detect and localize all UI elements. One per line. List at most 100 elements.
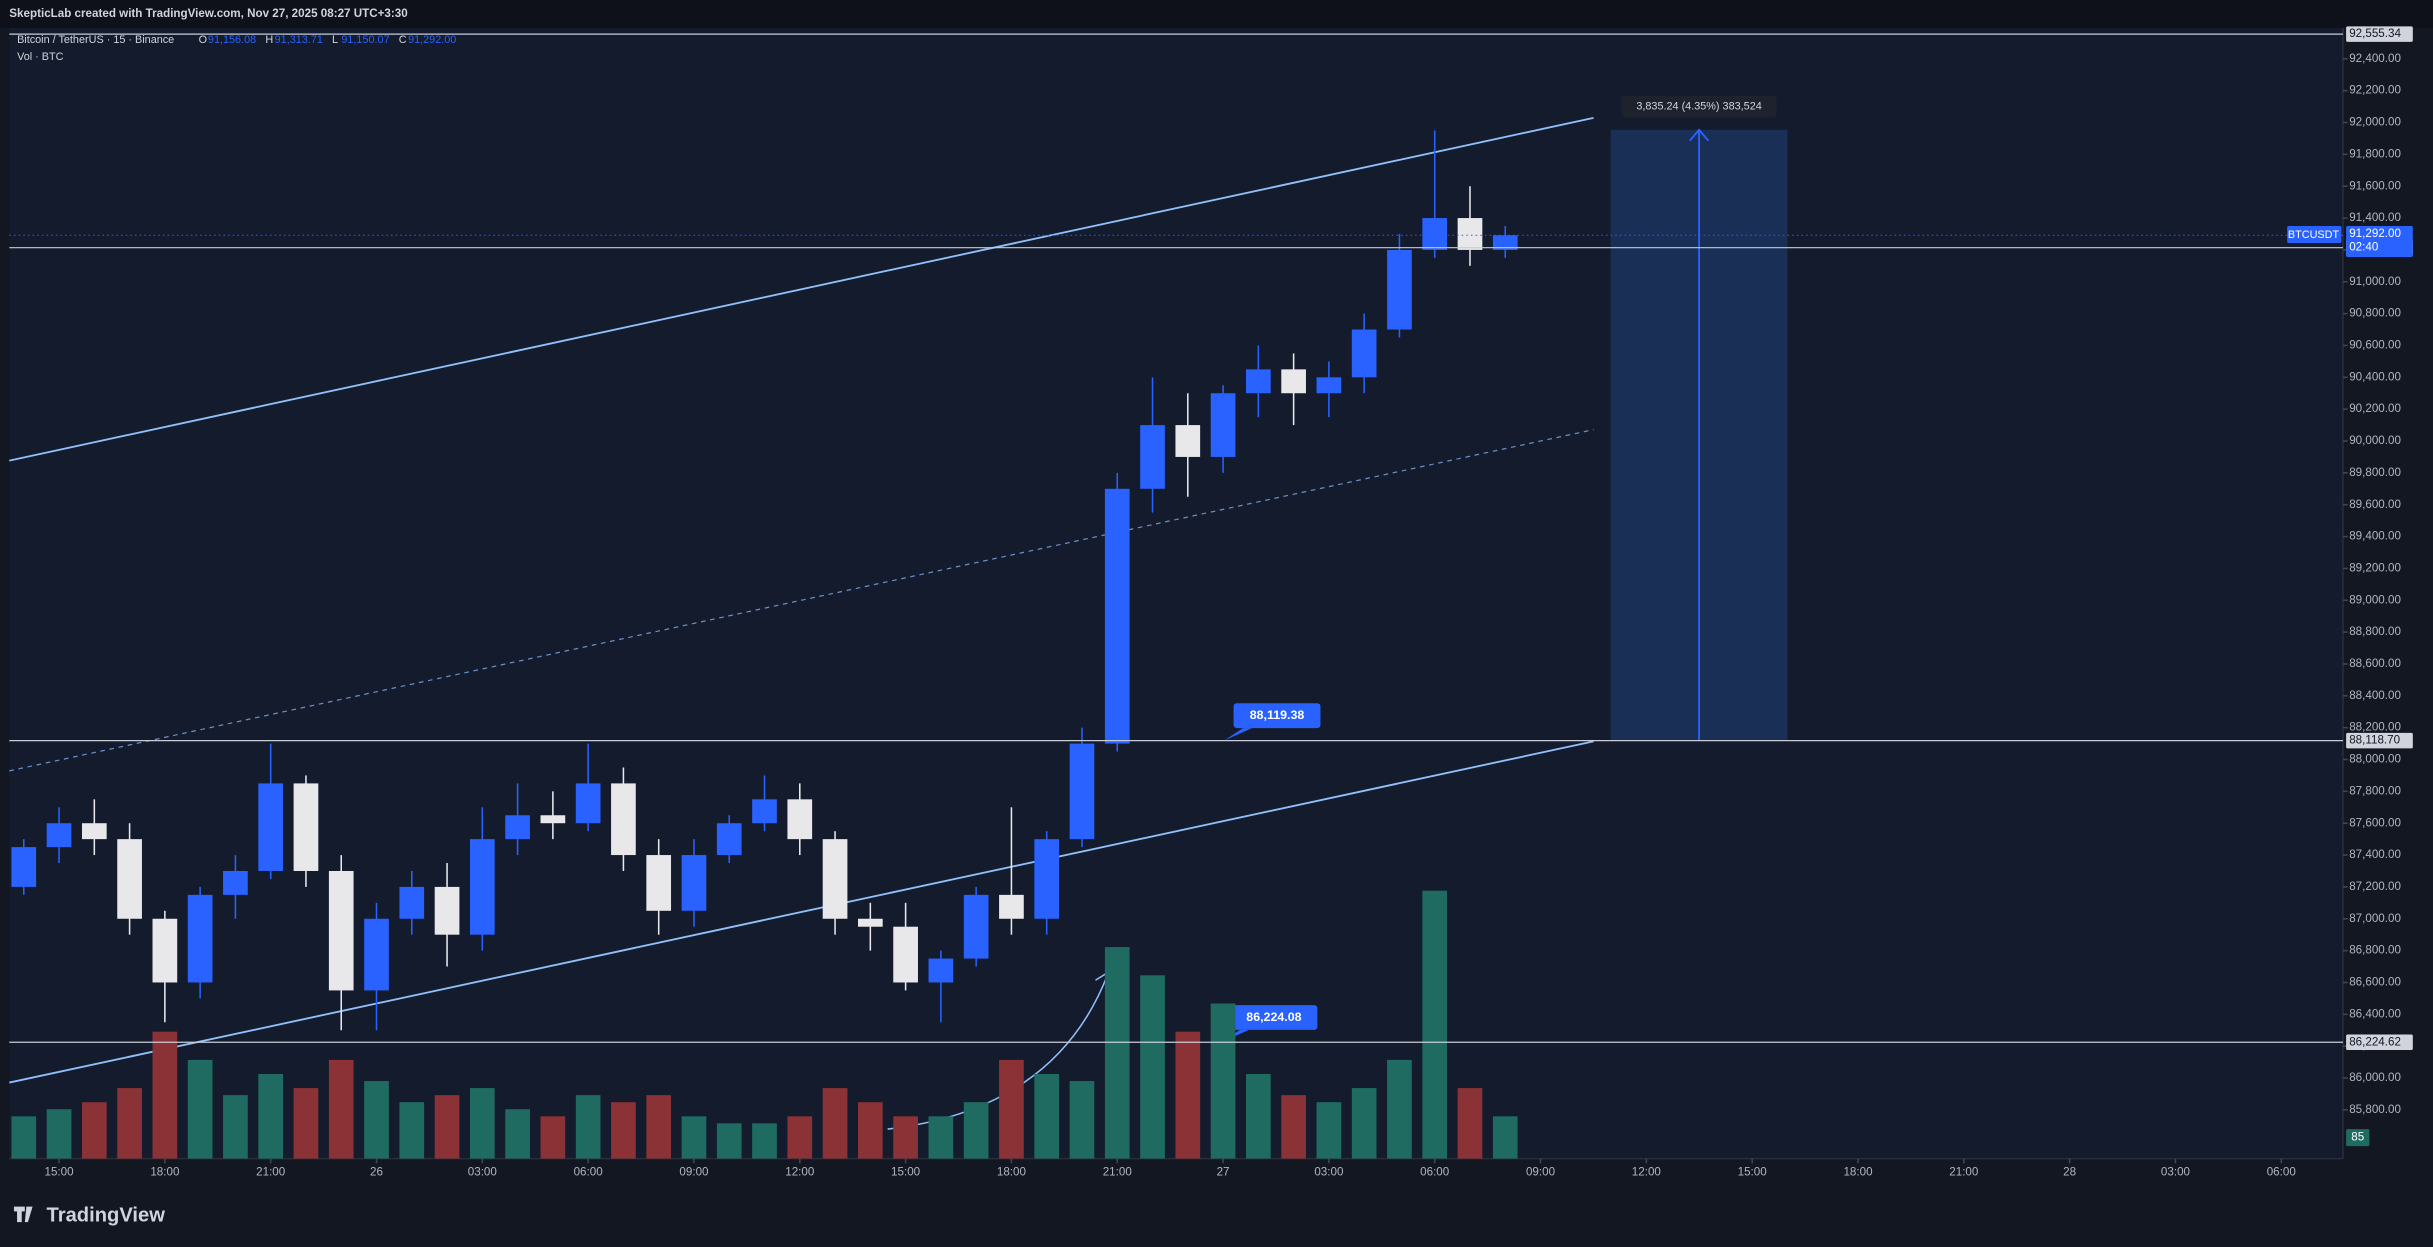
volume-bar	[575, 1095, 601, 1159]
channel-mid	[9, 429, 1594, 772]
level-tag	[2346, 26, 2413, 42]
level-label: 86,224.62	[2349, 1035, 2401, 1048]
volume-bar	[1069, 1081, 1095, 1159]
y-tick-label: 90,400.00	[2349, 370, 2401, 383]
volume-bar	[152, 1031, 178, 1159]
x-tick-label: 26	[370, 1166, 383, 1179]
y-tick-label: 90,200.00	[2349, 402, 2401, 415]
y-tick-label: 85,800.00	[2349, 1103, 2401, 1116]
candle-body	[11, 847, 37, 887]
volume-bar	[681, 1116, 707, 1159]
y-tick-label: 89,000.00	[2349, 593, 2401, 606]
candle-body	[293, 783, 319, 871]
volume-bar	[399, 1102, 425, 1159]
x-tick-label: 06:00	[574, 1166, 604, 1179]
y-tick-label: 92,400.00	[2349, 52, 2401, 65]
candle-body	[258, 783, 284, 871]
x-tick-label: 09:00	[1526, 1166, 1556, 1179]
channel-lower	[9, 740, 1594, 1084]
measure-arrowhead	[1689, 128, 1710, 142]
y-tick-label: 86,400.00	[2349, 1007, 2401, 1020]
y-tick-label: 90,600.00	[2349, 339, 2401, 352]
volume-bar	[752, 1123, 777, 1159]
drawings: 3,835.24 (4.35%) 383,524 88,119.38 86,224.…	[9, 95, 1788, 1130]
x-tick-label: 06:00	[1420, 1166, 1450, 1179]
volume-bar	[117, 1088, 142, 1159]
legend-value: 91,313.71	[275, 34, 323, 46]
legend-value: 91,292.00	[408, 34, 456, 46]
volume-bar	[857, 1102, 883, 1159]
volume-bar	[81, 1102, 107, 1159]
legend-key: C	[399, 34, 407, 46]
x-tick-label: 28	[2063, 1166, 2076, 1179]
y-tick-label: 91,000.00	[2349, 275, 2401, 288]
volume-label: Vol · BTC	[17, 51, 64, 63]
candle-body	[1245, 369, 1271, 394]
candle-body	[117, 839, 142, 919]
legend-value: 91,150.07	[341, 34, 389, 46]
volume-bar	[1422, 890, 1448, 1159]
volume-bar	[822, 1088, 848, 1159]
volume-bar	[1210, 1003, 1236, 1159]
volume-bar	[999, 1059, 1024, 1159]
candle-body	[1316, 377, 1342, 394]
current-price-tag	[2346, 225, 2413, 257]
candle-body	[646, 855, 672, 911]
logo-icon	[13, 1206, 33, 1223]
legend-value: 91,156.08	[208, 34, 256, 46]
volume-bar	[469, 1088, 495, 1159]
y-tick-label: 92,000.00	[2349, 116, 2401, 129]
volume-bar	[540, 1116, 566, 1159]
x-tick-label: 21:00	[256, 1166, 286, 1179]
x-tick-label: 03:00	[1314, 1166, 1344, 1179]
candle-body	[1281, 369, 1306, 394]
volume-bar	[646, 1095, 672, 1159]
candle-body	[611, 783, 636, 856]
volume-bar	[505, 1109, 530, 1159]
measure-label: 3,835.24 (4.35%) 383,524	[1636, 100, 1761, 112]
x-tick-label: 09:00	[679, 1166, 709, 1179]
volume-tag-label: 85	[2351, 1131, 2364, 1144]
current-price-label: 91,292.00	[2349, 227, 2401, 240]
y-tick-label: 90,800.00	[2349, 307, 2401, 320]
volume-bar	[46, 1109, 72, 1159]
candle-body	[505, 815, 530, 840]
candle-body	[822, 839, 848, 919]
volume-bar	[187, 1059, 213, 1159]
x-tick-label: 18:00	[150, 1166, 180, 1179]
volume-bar	[11, 1116, 37, 1159]
x-tick-label: 18:00	[1843, 1166, 1873, 1179]
legend-key: O	[199, 34, 207, 46]
volume-bar	[1316, 1102, 1342, 1159]
volume-bar	[1351, 1088, 1377, 1159]
candle-body	[364, 918, 389, 991]
x-tick-label: 12:00	[785, 1166, 815, 1179]
callout-box	[1230, 1005, 1318, 1030]
y-tick-label: 89,200.00	[2349, 561, 2401, 574]
candle-body	[399, 886, 425, 919]
y-tick-label: 91,800.00	[2349, 147, 2401, 160]
candle-body	[1492, 235, 1518, 250]
candle-body	[1175, 425, 1201, 457]
candle-body	[1034, 839, 1060, 919]
candle-body	[1387, 249, 1412, 330]
volume-bar	[893, 1116, 918, 1159]
volume-bar	[787, 1116, 813, 1159]
candle-body	[1069, 743, 1095, 840]
volume-bar	[1104, 947, 1130, 1159]
y-tick-label: 89,400.00	[2349, 530, 2401, 543]
candle-body	[152, 918, 178, 983]
y-tick-label: 90,000.00	[2349, 434, 2401, 447]
y-tick-label: 91,400.00	[2349, 211, 2401, 224]
candle-body	[893, 926, 918, 983]
candle-body	[81, 823, 107, 840]
volume-bar	[1175, 1031, 1201, 1159]
legend-key: L	[332, 34, 338, 46]
volume-bar	[258, 1073, 284, 1159]
x-tick-label: 21:00	[1949, 1166, 1979, 1179]
candle-body	[857, 918, 883, 927]
volume-bar	[293, 1088, 319, 1159]
volume-bar	[1387, 1059, 1412, 1159]
candle-body	[223, 870, 248, 895]
y-tick-label: 86,000.00	[2349, 1071, 2401, 1084]
